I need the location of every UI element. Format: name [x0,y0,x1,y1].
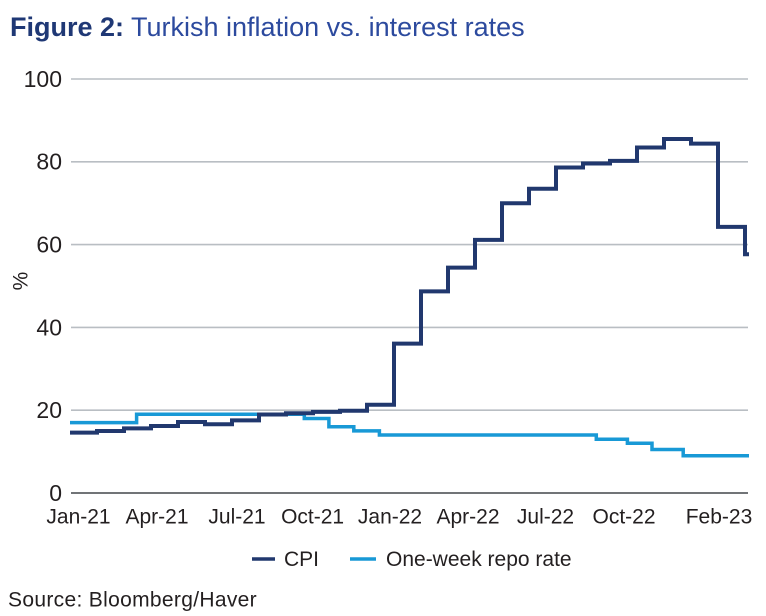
svg-text:One-week repo rate: One-week repo rate [386,548,572,571]
svg-text:60: 60 [36,232,62,258]
svg-text:Apr-21: Apr-21 [125,506,188,529]
svg-text:Figure 2: Turkish inflation vs: Figure 2: Turkish inflation vs. interest… [10,12,525,42]
svg-text:80: 80 [36,149,62,175]
svg-text:Oct-22: Oct-22 [592,506,655,529]
svg-text:Jan-21: Jan-21 [46,506,110,529]
svg-text:Oct-21: Oct-21 [281,506,344,529]
svg-text:100: 100 [24,66,62,92]
svg-text:CPI: CPI [284,548,319,571]
svg-text:Feb-23: Feb-23 [686,506,753,529]
svg-text:Apr-22: Apr-22 [436,506,499,529]
svg-text:%: % [10,272,33,291]
svg-text:40: 40 [36,314,62,340]
svg-text:Source: Bloomberg/Haver: Source: Bloomberg/Haver [8,589,257,612]
svg-text:Jul-22: Jul-22 [517,506,574,529]
svg-text:20: 20 [36,397,62,423]
svg-text:0: 0 [49,480,62,506]
svg-text:Jul-21: Jul-21 [208,506,265,529]
svg-text:Jan-22: Jan-22 [358,506,422,529]
